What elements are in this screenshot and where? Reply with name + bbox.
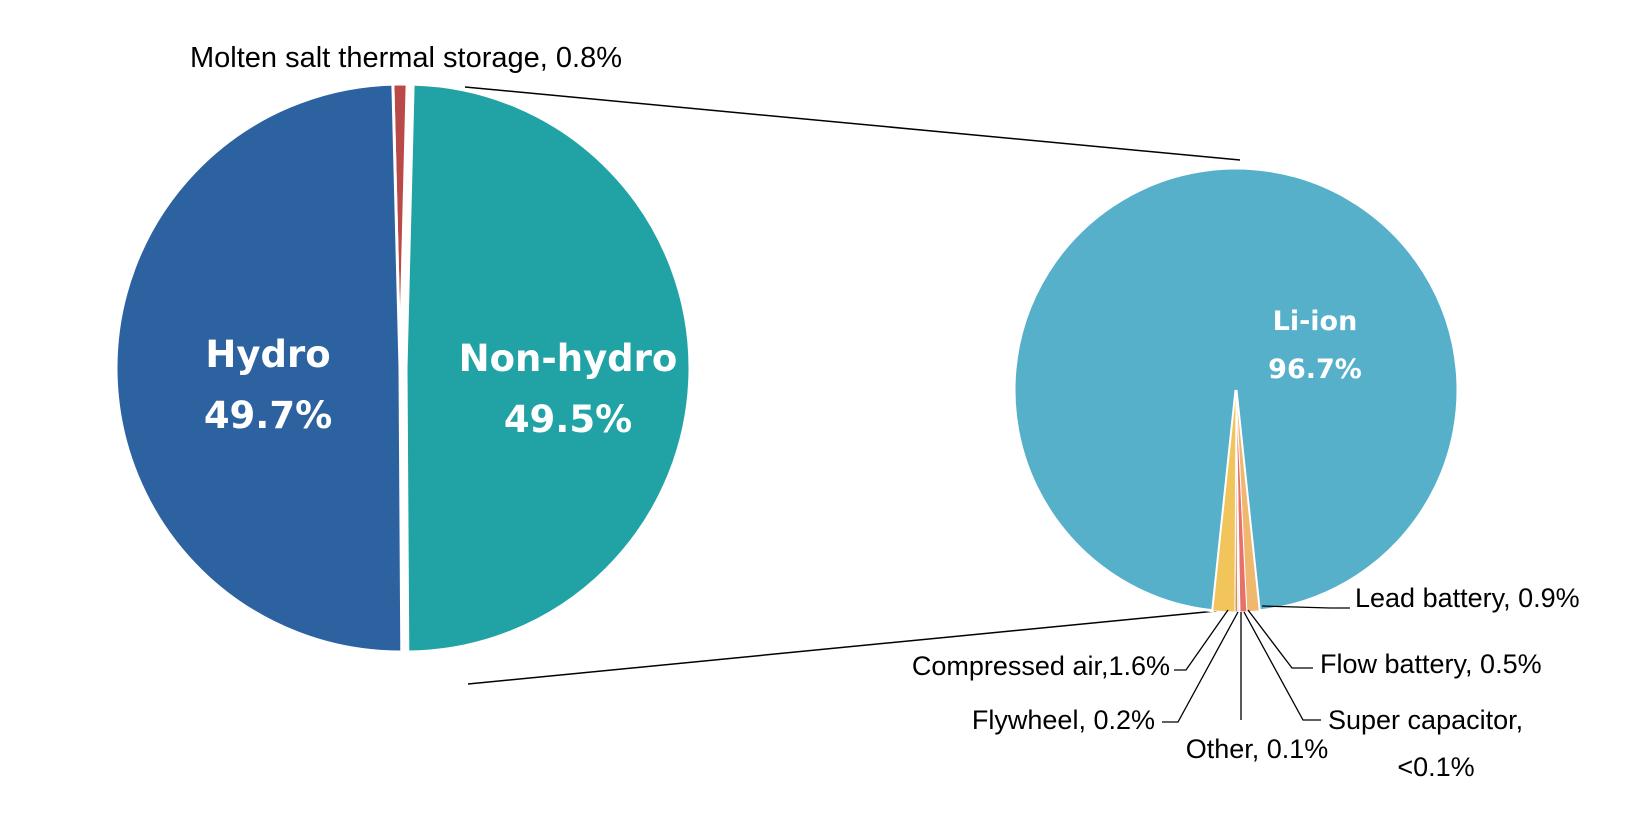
leader-super-capacitor: [1243, 611, 1321, 721]
label-super-capacitor-1: Super capacitor,: [1328, 705, 1523, 735]
label-liion-name: Li-ion: [1273, 306, 1358, 337]
label-hydro-value: 49.7%: [204, 394, 332, 437]
leader-flow-battery: [1247, 609, 1313, 669]
label-nonhydro-value: 49.5%: [504, 398, 632, 441]
label-liion-value: 96.7%: [1268, 354, 1362, 385]
slice-li-ion: [1012, 166, 1460, 613]
leader-lines: [1162, 605, 1350, 723]
label-nonhydro-name: Non-hydro: [459, 337, 678, 380]
breakdown-pie: [1012, 166, 1460, 613]
label-flywheel: Flywheel, 0.2%: [972, 705, 1155, 735]
label-molten-salt: Molten salt thermal storage, 0.8%: [190, 42, 622, 74]
label-super-capacitor-2: <0.1%: [1397, 752, 1474, 782]
label-hydro-name: Hydro: [205, 333, 330, 376]
leader-compressed-air: [1174, 609, 1229, 671]
connector-top: [464, 86, 1241, 161]
main-pie: [114, 82, 692, 654]
connector-bottom: [467, 609, 1227, 685]
leader-flywheel: [1162, 611, 1239, 723]
label-lead-battery: Lead battery, 0.9%: [1355, 583, 1580, 613]
slice-compressed-air: [1212, 389, 1237, 613]
slice-hydro: [114, 82, 404, 654]
label-compressed-air: Compressed air,1.6%: [912, 651, 1170, 681]
leader-lead-battery: [1261, 605, 1350, 609]
label-flow-battery: Flow battery, 0.5%: [1320, 649, 1542, 679]
connector-lines: [464, 86, 1241, 685]
slice-non-hydro: [404, 82, 692, 654]
label-other: Other, 0.1%: [1186, 734, 1329, 764]
